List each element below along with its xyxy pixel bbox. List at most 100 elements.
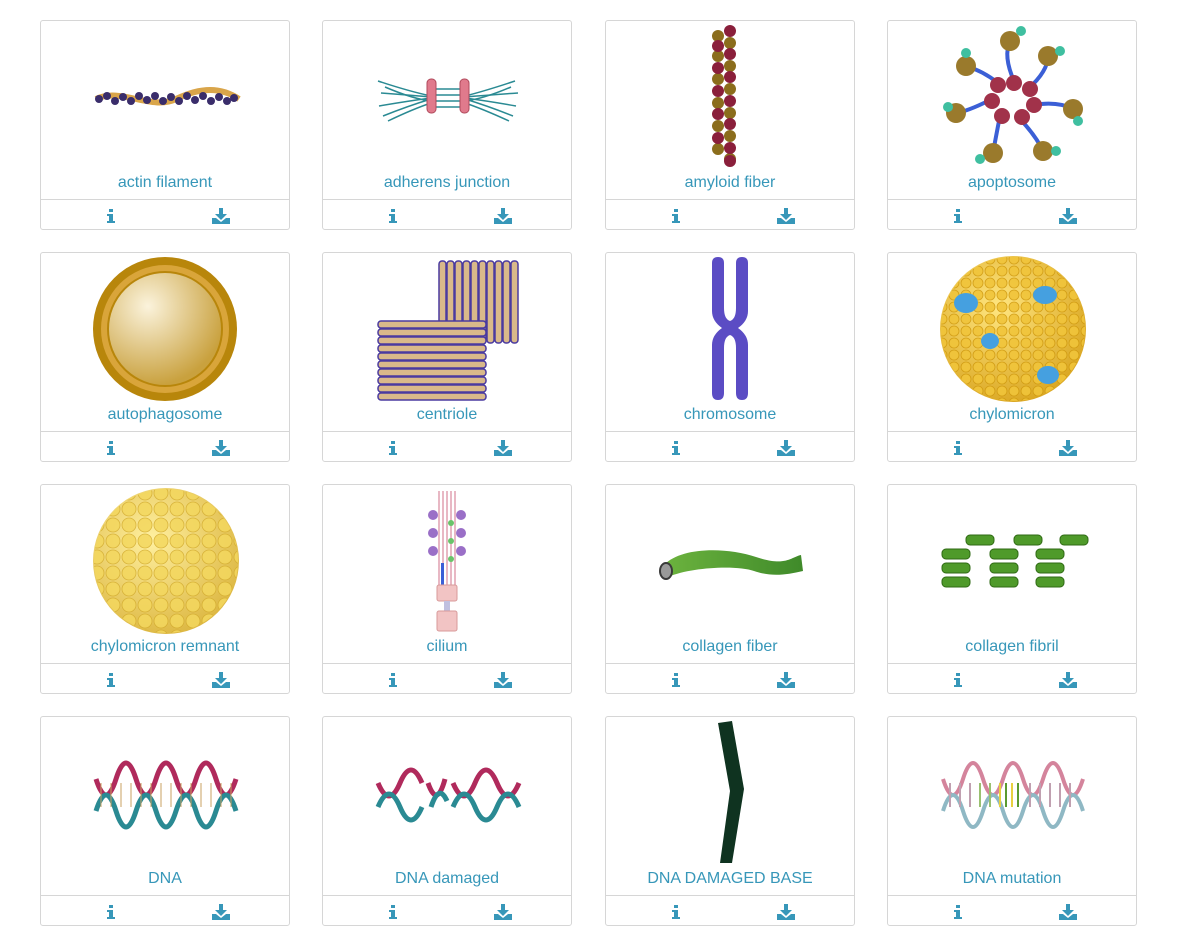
gallery-card[interactable]: collagen fibril <box>887 484 1137 694</box>
download-icon <box>212 207 230 224</box>
download-button[interactable] <box>483 896 523 925</box>
info-button[interactable] <box>656 664 696 693</box>
card-actions <box>41 431 289 461</box>
download-button[interactable] <box>766 432 806 461</box>
info-button[interactable] <box>373 200 413 229</box>
dna-mutation-image[interactable] <box>888 717 1136 867</box>
download-button[interactable] <box>1048 200 1088 229</box>
info-button[interactable] <box>656 896 696 925</box>
gallery-card[interactable]: adherens junction <box>322 20 572 230</box>
card-actions <box>41 199 289 229</box>
download-button[interactable] <box>201 432 241 461</box>
download-button[interactable] <box>1048 664 1088 693</box>
item-label[interactable]: actin filament <box>117 174 213 191</box>
collagen-fibril-image[interactable] <box>888 485 1136 635</box>
info-icon <box>389 672 397 687</box>
gallery-card[interactable]: amyloid fiber <box>605 20 855 230</box>
info-icon <box>672 440 680 455</box>
info-button[interactable] <box>91 432 131 461</box>
download-button[interactable] <box>766 664 806 693</box>
gallery-card[interactable]: DNA DAMAGED BASE <box>605 716 855 926</box>
info-icon <box>672 208 680 223</box>
download-icon <box>494 207 512 224</box>
item-label[interactable]: cilium <box>426 638 468 655</box>
item-label[interactable]: apoptosome <box>967 174 1057 191</box>
download-icon <box>212 671 230 688</box>
info-button[interactable] <box>373 432 413 461</box>
card-actions <box>606 895 854 925</box>
gallery-card[interactable]: collagen fiber <box>605 484 855 694</box>
download-icon <box>777 207 795 224</box>
info-button[interactable] <box>91 200 131 229</box>
info-button[interactable] <box>656 200 696 229</box>
item-label[interactable]: autophagosome <box>107 406 223 423</box>
download-button[interactable] <box>766 896 806 925</box>
amyloid-fiber-image[interactable] <box>606 21 854 171</box>
download-button[interactable] <box>483 432 523 461</box>
info-button[interactable] <box>938 896 978 925</box>
download-button[interactable] <box>483 200 523 229</box>
gallery-card[interactable]: chylomicron <box>887 252 1137 462</box>
cilium-image[interactable] <box>323 485 571 635</box>
chylomicron-remnant-image[interactable] <box>41 485 289 635</box>
dna-damaged-image[interactable] <box>323 717 571 867</box>
info-button[interactable] <box>938 200 978 229</box>
item-label[interactable]: adherens junction <box>383 174 511 191</box>
gallery-card[interactable]: DNA mutation <box>887 716 1137 926</box>
actin-filament-image[interactable] <box>41 21 289 171</box>
centriole-image[interactable] <box>323 253 571 403</box>
info-icon <box>954 672 962 687</box>
card-actions <box>606 431 854 461</box>
item-label[interactable]: chromosome <box>683 406 777 423</box>
gallery-card[interactable]: DNA <box>40 716 290 926</box>
item-label[interactable]: DNA damaged <box>394 870 500 887</box>
item-label[interactable]: DNA DAMAGED BASE <box>647 870 813 887</box>
info-icon <box>107 672 115 687</box>
adherens-junction-image[interactable] <box>323 21 571 171</box>
gallery-card[interactable]: chromosome <box>605 252 855 462</box>
download-button[interactable] <box>201 664 241 693</box>
item-label[interactable]: collagen fibril <box>965 638 1059 655</box>
info-button[interactable] <box>938 664 978 693</box>
collagen-fiber-image[interactable] <box>606 485 854 635</box>
item-label[interactable]: chylomicron remnant <box>90 638 240 655</box>
apoptosome-image[interactable] <box>888 21 1136 171</box>
item-label[interactable]: amyloid fiber <box>684 174 776 191</box>
item-label[interactable]: centriole <box>416 406 478 423</box>
gallery-card[interactable]: autophagosome <box>40 252 290 462</box>
chylomicron-image[interactable] <box>888 253 1136 403</box>
download-button[interactable] <box>483 664 523 693</box>
item-label[interactable]: chylomicron <box>969 406 1055 423</box>
info-button[interactable] <box>373 664 413 693</box>
dna-damaged-base-image[interactable] <box>606 717 854 867</box>
gallery-card[interactable]: apoptosome <box>887 20 1137 230</box>
card-actions <box>323 895 571 925</box>
gallery-card[interactable]: centriole <box>322 252 572 462</box>
download-button[interactable] <box>201 896 241 925</box>
item-label[interactable]: DNA mutation <box>962 870 1062 887</box>
gallery-card[interactable]: DNA damaged <box>322 716 572 926</box>
download-button[interactable] <box>1048 432 1088 461</box>
info-button[interactable] <box>91 664 131 693</box>
info-button[interactable] <box>656 432 696 461</box>
download-button[interactable] <box>201 200 241 229</box>
info-icon <box>672 672 680 687</box>
card-actions <box>888 663 1136 693</box>
gallery-card[interactable]: cilium <box>322 484 572 694</box>
download-button[interactable] <box>766 200 806 229</box>
gallery-card[interactable]: chylomicron remnant <box>40 484 290 694</box>
info-button[interactable] <box>373 896 413 925</box>
info-button[interactable] <box>938 432 978 461</box>
info-button[interactable] <box>91 896 131 925</box>
autophagosome-image[interactable] <box>41 253 289 403</box>
chromosome-image[interactable] <box>606 253 854 403</box>
dna-image[interactable] <box>41 717 289 867</box>
download-icon <box>1059 207 1077 224</box>
gallery-card[interactable]: actin filament <box>40 20 290 230</box>
card-actions <box>606 663 854 693</box>
card-actions <box>323 199 571 229</box>
download-button[interactable] <box>1048 896 1088 925</box>
item-label[interactable]: collagen fiber <box>682 638 778 655</box>
item-label[interactable]: DNA <box>148 870 182 887</box>
download-icon <box>212 903 230 920</box>
